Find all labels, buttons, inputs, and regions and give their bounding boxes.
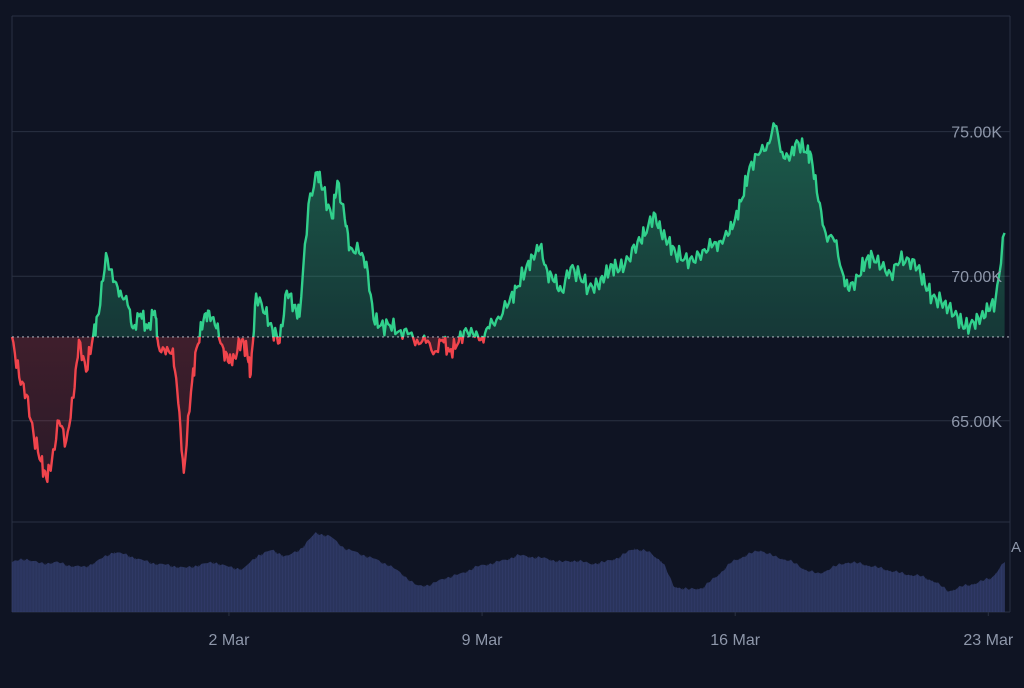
y-tick-label: 65.00K	[951, 414, 1002, 431]
price-series	[10, 122, 1010, 484]
price-line-up	[11, 122, 1006, 337]
x-tick-label: 9 Mar	[462, 632, 504, 649]
x-tick-label: 2 Mar	[209, 632, 251, 649]
x-axis-ticks: 2 Mar 9 Mar 16 Mar 23 Mar	[209, 612, 1014, 649]
y-tick-label: 70.00K	[951, 269, 1002, 286]
x-tick-label: 16 Mar	[710, 632, 760, 649]
volume-series: A	[11, 532, 1021, 612]
y-tick-label: 75.00K	[951, 125, 1002, 142]
price-area-above-baseline	[12, 123, 1005, 337]
price-line-down	[10, 336, 486, 484]
volume-axis-label: A	[1011, 539, 1021, 556]
y-axis-ticks: 65.00K 70.00K 75.00K	[951, 125, 1002, 431]
x-tick-label: 23 Mar	[963, 632, 1013, 649]
